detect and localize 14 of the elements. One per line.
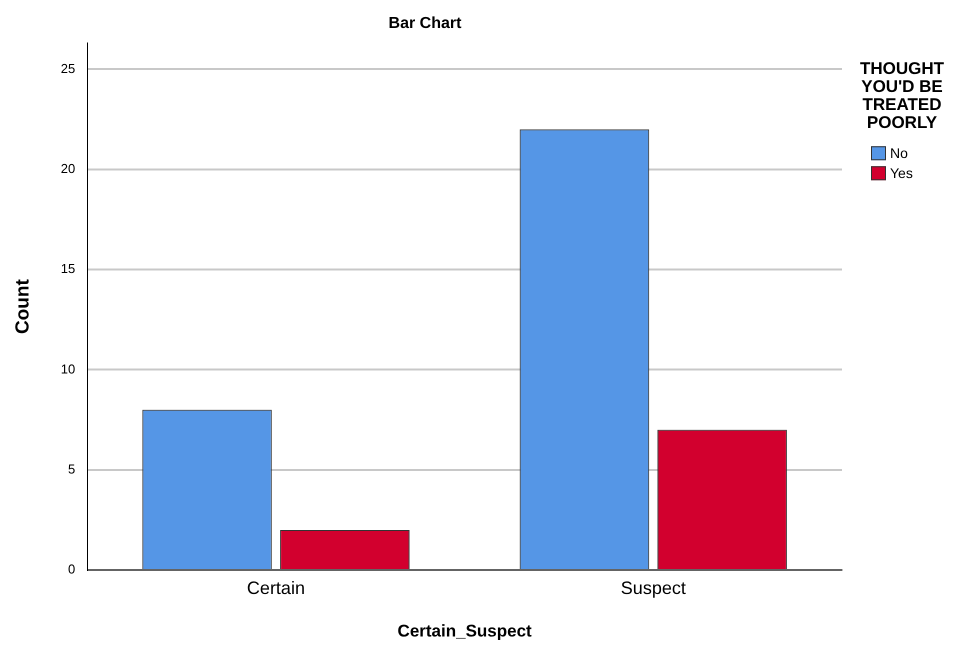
legend-title: THOUGHT YOU'D BE TREATED POORLY	[860, 58, 945, 132]
y-tick-label: 5	[68, 461, 76, 476]
chart-title: Bar Chart	[388, 15, 462, 32]
y-tick-label: 25	[60, 60, 76, 76]
legend-label: No	[890, 145, 908, 162]
y-tick-label: 15	[60, 261, 76, 276]
x-axis-title: Certain_Suspect	[398, 621, 532, 640]
x-tick-label: Suspect	[620, 578, 686, 598]
x-tick-label: Certain	[246, 578, 305, 598]
y-tick-label: 20	[60, 160, 76, 176]
y-tick-label: 10	[60, 361, 76, 376]
legend-label: Yes	[890, 165, 913, 182]
y-tick-label: 0	[68, 562, 76, 577]
y-axis-title: Count	[12, 278, 34, 334]
